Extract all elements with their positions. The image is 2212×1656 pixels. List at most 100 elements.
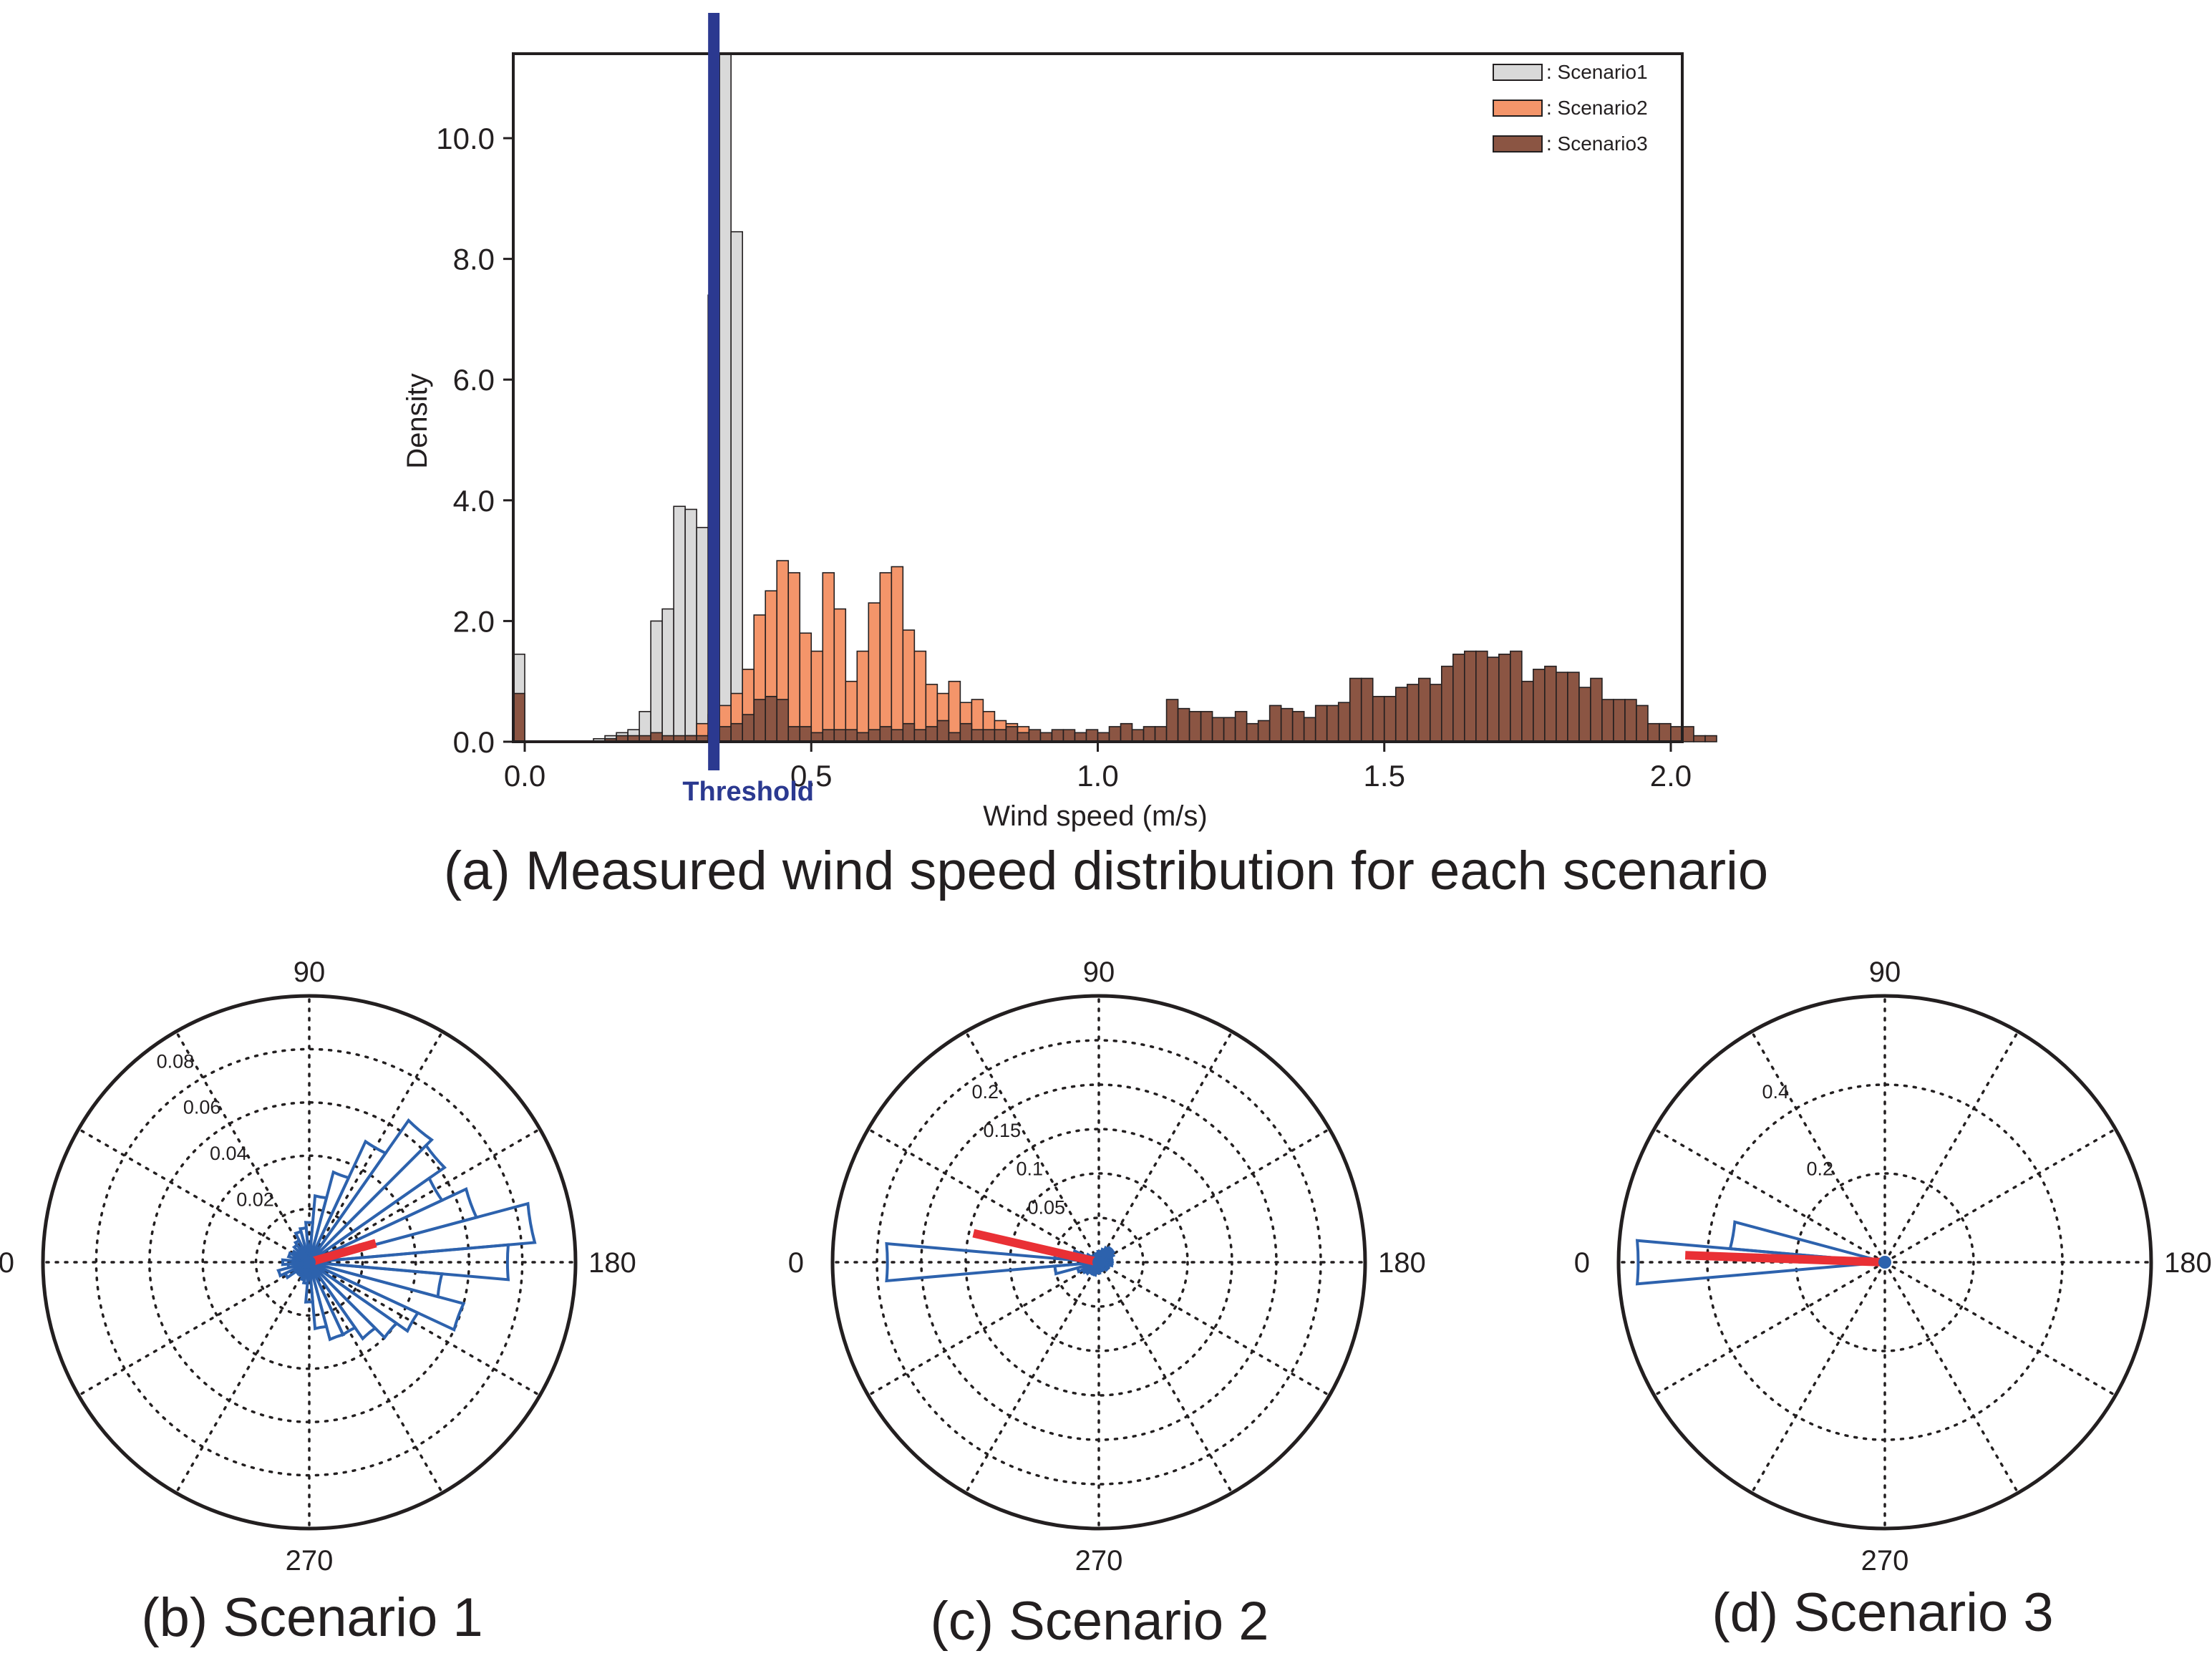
polar-ring: [920, 1083, 1278, 1441]
histogram-bars: [513, 53, 1717, 742]
polar-bar: [308, 1261, 420, 1334]
bar: [673, 505, 686, 742]
polar-outer-circle: [41, 994, 578, 1531]
polar-bar: [1728, 1220, 1886, 1264]
angle-label: 270: [286, 1545, 334, 1577]
bar: [1165, 699, 1179, 742]
bar: [1143, 726, 1156, 742]
radial-tick-label: 0.4: [1762, 1081, 1789, 1103]
polar-spoke: [1097, 1261, 1331, 1397]
bar: [845, 729, 858, 742]
polar-outer-circle: [830, 994, 1367, 1531]
polar-bar: [286, 1261, 310, 1270]
bar: [730, 722, 743, 742]
polar-bar: [885, 1241, 1100, 1283]
bar: [1487, 657, 1500, 742]
bar: [661, 608, 674, 742]
polar-bar: [308, 1261, 399, 1340]
angle-label: 90: [1869, 957, 1901, 988]
bar: [868, 602, 881, 742]
bar: [1704, 735, 1717, 742]
caption-d: (d) Scenario 3: [1712, 1582, 2053, 1643]
bar: [650, 620, 663, 742]
polar-spoke: [175, 1261, 311, 1494]
polar-bar: [1052, 1261, 1100, 1276]
polar-center: [1092, 1256, 1105, 1269]
y-axis-label: Density: [402, 373, 433, 468]
polar-bar: [308, 1262, 329, 1331]
legend-entry: : Scenario2: [1546, 97, 1648, 119]
bar: [1062, 729, 1076, 742]
legend: : Scenario1: Scenario2: Scenario3: [1493, 61, 1648, 155]
y-tick-label: 0.0: [453, 725, 495, 759]
legend-entry: : Scenario1: [1546, 61, 1648, 83]
polar-spoke: [1883, 1128, 2117, 1264]
x-tick-label: 2.0: [1650, 759, 1692, 793]
bar: [1200, 711, 1213, 742]
mean-vector: [308, 1239, 377, 1267]
x-axis-label: Wind speed (m/s): [983, 800, 1207, 832]
bar: [1349, 677, 1362, 742]
bar: [822, 729, 835, 742]
bar: [1234, 711, 1248, 742]
threshold-label: Threshold: [682, 777, 814, 807]
polar-bar: [290, 1249, 311, 1264]
bar: [1005, 726, 1019, 742]
bar: [1590, 677, 1603, 742]
y-tick-label: 2.0: [453, 604, 495, 638]
y-axis-ticks: 0.0 2.0 4.0 6.0 8.0 10.0: [436, 122, 513, 759]
bar: [753, 699, 767, 742]
series-scenario3: [513, 650, 1717, 742]
bar: [1670, 726, 1683, 742]
bar: [936, 720, 950, 742]
angle-label: 180: [1378, 1247, 1426, 1279]
mean-vector: [972, 1229, 1100, 1267]
polar-bar: [308, 1261, 378, 1341]
angle-label: 0: [1574, 1247, 1590, 1279]
polar-spoke: [1653, 1261, 1886, 1397]
polar-ring: [148, 1101, 470, 1423]
bar: [1498, 653, 1511, 742]
radial-tick-label: 0.04: [210, 1143, 248, 1164]
bar: [1372, 695, 1385, 742]
bar: [891, 566, 904, 742]
bar: [1578, 687, 1591, 742]
polar-bar: [309, 1201, 537, 1264]
bar: [719, 53, 732, 742]
polar-spoke: [867, 1261, 1100, 1397]
polar-spoke: [77, 1128, 311, 1264]
bar: [1613, 699, 1626, 742]
polar-ring: [254, 1207, 364, 1317]
polar-panel-scenario-2: 0.05 0.1 0.15 0.2 90 0 180 270: [788, 957, 1426, 1577]
bar: [1521, 680, 1534, 742]
bar: [971, 729, 984, 742]
bar: [1223, 717, 1236, 742]
y-tick-label: 8.0: [453, 243, 495, 276]
polar-bar: [309, 1261, 466, 1332]
bar: [1177, 707, 1190, 742]
bar: [1280, 707, 1294, 742]
caption-b: (b) Scenario 1: [141, 1587, 482, 1648]
bar: [1246, 722, 1259, 742]
bar: [1693, 735, 1706, 742]
polar-bar: [309, 1243, 510, 1282]
angle-label: 180: [2164, 1247, 2212, 1279]
polar-spoke: [1097, 1128, 1331, 1264]
polar-bar: [308, 1143, 447, 1264]
radial-tick-label: 0.08: [157, 1050, 195, 1072]
polar-bar: [276, 1261, 310, 1278]
bar: [1429, 684, 1442, 742]
angle-label: 180: [588, 1247, 636, 1279]
bar: [913, 729, 927, 742]
bar: [1624, 699, 1637, 742]
legend-swatch: [1493, 64, 1543, 81]
bar: [799, 632, 812, 742]
bar: [787, 572, 801, 742]
bar: [1647, 722, 1660, 742]
bar: [994, 729, 1007, 742]
polar-bar: [286, 1251, 310, 1264]
polar-ring: [1706, 1083, 2064, 1441]
bar: [787, 726, 801, 742]
bar: [1567, 672, 1580, 742]
angle-label: 270: [1861, 1545, 1909, 1577]
